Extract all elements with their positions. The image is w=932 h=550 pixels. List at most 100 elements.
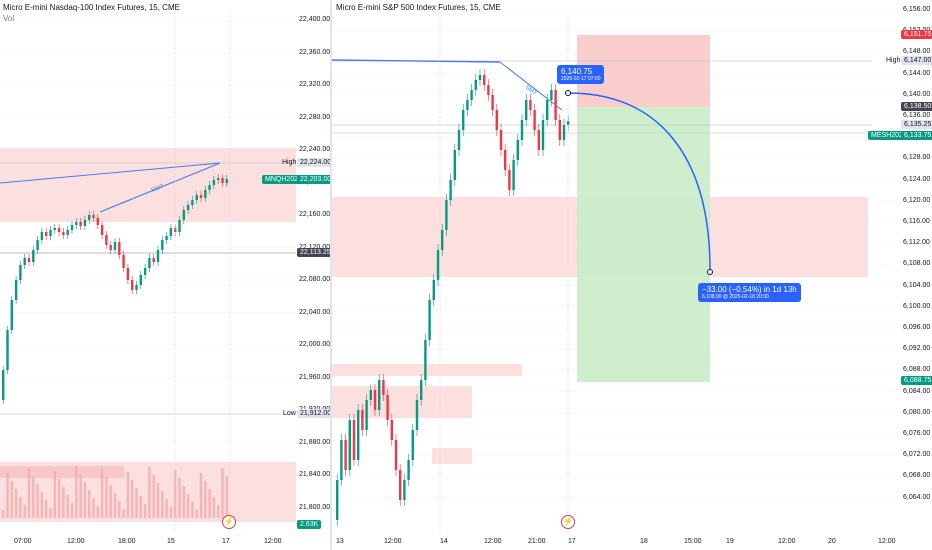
candle-body [40, 232, 44, 240]
y-tick-label: 6,104.00 [903, 281, 931, 289]
candle-body [541, 120, 545, 150]
callout-bottom-change: −33.00 (−0.54%) in 1d 13h [702, 285, 797, 294]
volume-bar [126, 472, 130, 518]
candle-body [420, 380, 423, 400]
volume-bar [23, 505, 26, 518]
candle-body [109, 245, 112, 250]
volume-bar [2, 510, 5, 518]
y-tick-label: 6,124.00 [903, 175, 931, 183]
volume-bar [221, 468, 224, 518]
volume-bar [19, 497, 22, 518]
candle-body [508, 170, 511, 190]
y-tick-label: 6,088.00 [903, 366, 931, 374]
candle-body [221, 178, 224, 183]
volume-bar [27, 468, 31, 518]
callout-top-time: 2025-02-17 07:00 [561, 76, 601, 82]
volume-bar [178, 478, 181, 518]
high-price-tag: 6,147.00 [901, 56, 932, 65]
candle-body [403, 480, 406, 500]
y-tick-label: 6,144.00 [903, 69, 931, 77]
candle-body [562, 125, 566, 140]
volume-bar [14, 489, 18, 518]
candle-body [204, 190, 207, 198]
volume-bar [83, 482, 87, 518]
candle-body [348, 420, 351, 470]
candle-body [483, 75, 486, 85]
volume-bar [191, 502, 194, 518]
callout-bottom[interactable]: −33.00 (−0.54%) in 1d 13h 6,108.00 @ 202… [698, 283, 801, 302]
pane-divider[interactable] [330, 0, 332, 550]
nasdaq-chart-pane[interactable]: SMT Micro E-mini Nasdaq-100 Index Future… [0, 0, 330, 550]
volume-bar [182, 486, 185, 518]
volume-bar [131, 480, 134, 518]
candle-body [428, 300, 431, 340]
x-tick-label: 18:00 [118, 538, 136, 545]
nasdaq-chart-canvas[interactable]: SMT [0, 0, 330, 550]
volume-bar [118, 501, 121, 518]
candle-body [49, 230, 52, 236]
volume-bar [156, 483, 160, 518]
candle-body [139, 275, 142, 285]
candle-body [550, 90, 553, 100]
volume-bar [92, 498, 95, 518]
y-tick-label: 6,080.00 [903, 408, 931, 416]
candle-body [178, 220, 181, 232]
candle-body [148, 258, 151, 268]
events-icon[interactable]: ⚡ [222, 515, 236, 529]
candle-body [399, 470, 402, 500]
take-profit-zone[interactable] [577, 107, 710, 382]
y-tick-label: 22,400.00 [299, 16, 330, 23]
candle-body [567, 121, 570, 125]
candle-body [436, 250, 440, 280]
volume-bar [195, 510, 198, 518]
candle-body [191, 200, 194, 205]
x-tick-label: 15 [167, 538, 175, 545]
low-price-tag: 21,912.00 [297, 409, 330, 418]
candle-body [499, 130, 503, 150]
sp500-chart-pane[interactable]: SMT Micro E-mini S&P 500 Index Futures, … [332, 0, 932, 550]
candle-body [357, 410, 360, 460]
volume-bar [45, 500, 48, 518]
projection-arrow [567, 92, 711, 271]
events-icon[interactable]: ⚡ [561, 515, 575, 529]
volume-bar [122, 509, 125, 518]
candle-body [105, 235, 108, 245]
candle-body [487, 85, 490, 95]
candle-body [10, 300, 13, 330]
candle-body [100, 225, 104, 235]
candle-body [6, 330, 9, 370]
candle-body [336, 480, 339, 520]
volume-value-tag: 2.63K [297, 520, 322, 529]
candle-body [27, 258, 31, 262]
smt-trendline [499, 61, 563, 111]
sp500-chart-canvas[interactable]: SMT [332, 0, 932, 550]
mid-price-tag: 6,135.25 [901, 120, 932, 129]
volume-bar [204, 481, 207, 518]
candle-body [122, 255, 125, 268]
candle-body [92, 215, 95, 218]
candle-body [14, 280, 18, 300]
candle-body [470, 90, 473, 100]
y-tick-label: 6,100.00 [903, 302, 931, 310]
candle-body [529, 100, 532, 110]
candle-body [457, 130, 461, 150]
candle-body [88, 215, 91, 220]
y-tick-label: 21,840.00 [299, 471, 330, 478]
projection-end-point[interactable] [707, 269, 713, 275]
candle-body [126, 268, 130, 280]
candle-body [378, 380, 381, 410]
candle-body [407, 460, 410, 480]
candle-body [208, 185, 211, 190]
candle-body [478, 75, 482, 80]
callout-top[interactable]: 6,140.75 2025-02-17 07:00 [557, 65, 605, 84]
smt-trendline [99, 162, 221, 213]
y-tick-label: 6,156.00 [903, 6, 931, 13]
y-tick-label: 6,140.00 [903, 90, 931, 98]
last-price-tag: 22,203.00 [297, 175, 330, 184]
trend-line [332, 59, 501, 63]
y-tick-label: 6,064.00 [903, 493, 931, 501]
y-tick-label: 22,240.00 [299, 146, 330, 153]
volume-bar [53, 471, 56, 518]
candle-body [96, 218, 99, 225]
y-tick-label: 22,160.00 [299, 211, 330, 218]
